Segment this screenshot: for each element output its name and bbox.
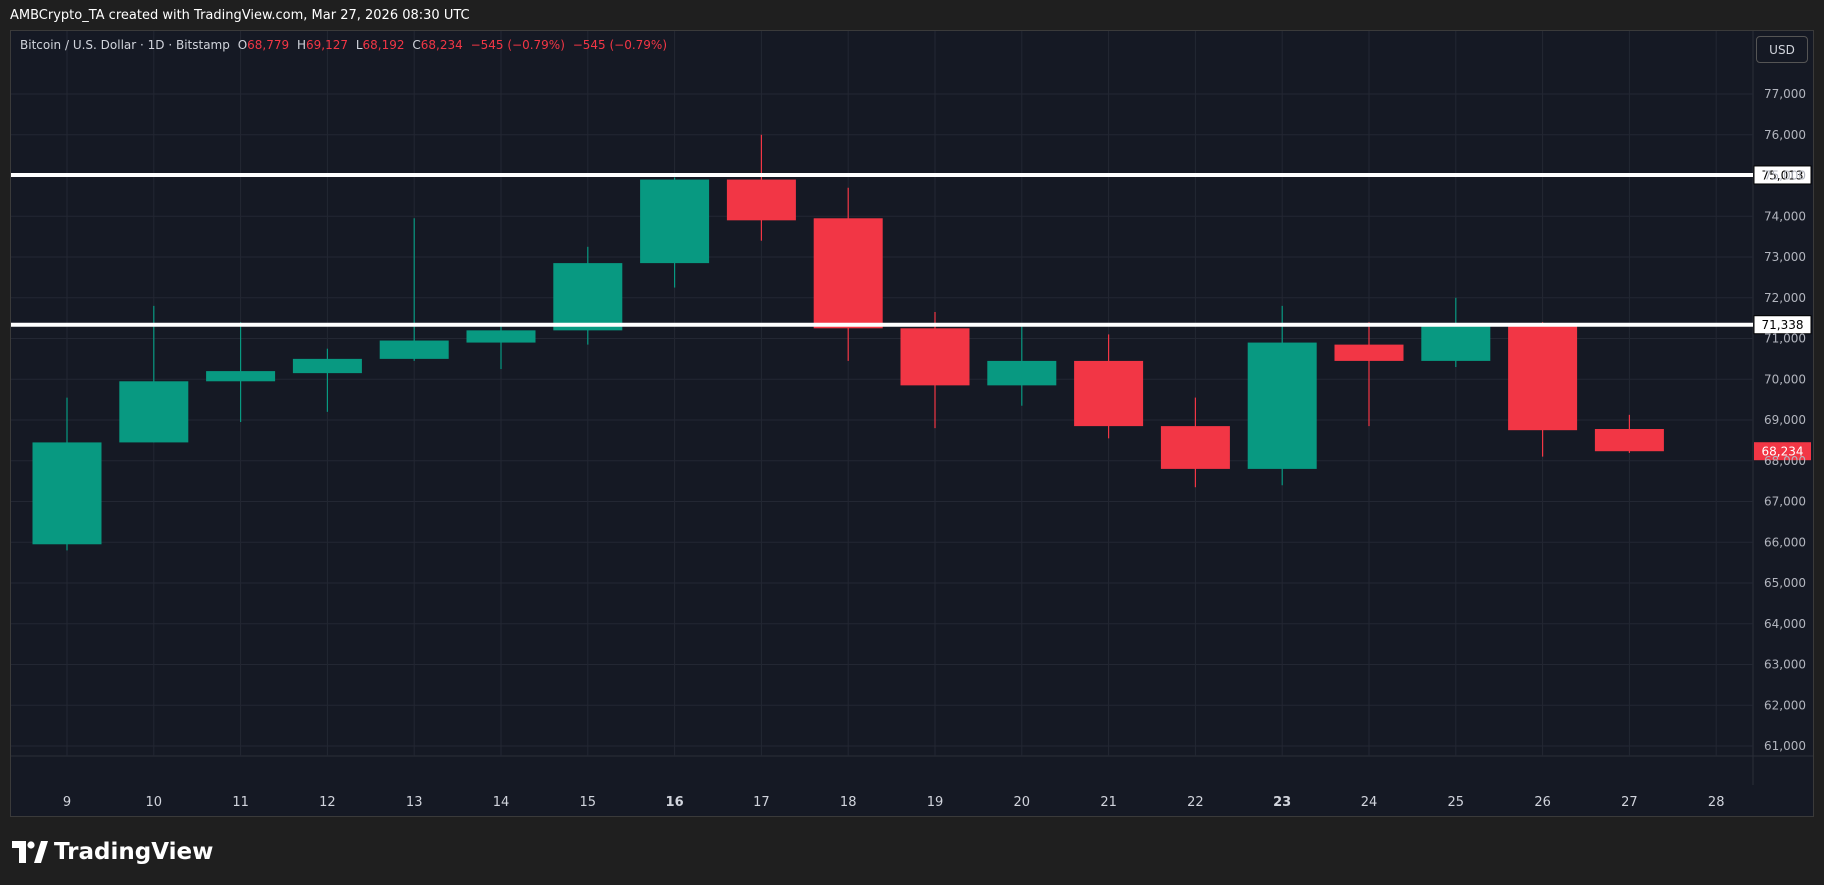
candle-body xyxy=(379,340,449,359)
candle-layer xyxy=(32,134,1664,551)
attribution-header: AMBCrypto_TA created with TradingView.co… xyxy=(10,8,470,23)
date-tick-label: 24 xyxy=(1361,795,1378,810)
low-value: 68,192 xyxy=(362,38,405,52)
date-tick-label: 11 xyxy=(232,795,249,810)
price-tick-label: 62,000 xyxy=(1764,698,1806,712)
date-tick-label: 25 xyxy=(1448,795,1465,810)
candle-body xyxy=(119,381,189,443)
date-tick-label: 28 xyxy=(1708,795,1725,810)
price-tick-label: 71,000 xyxy=(1764,332,1806,346)
change-value-secondary: −545 (−0.79%) xyxy=(572,38,668,52)
price-tick-label: 72,000 xyxy=(1764,291,1806,305)
last-price-tag xyxy=(1754,442,1811,461)
level-price-label: 75,013 xyxy=(1762,168,1804,182)
price-tick-label: 75,000 xyxy=(1764,169,1806,183)
candle-body xyxy=(553,263,623,331)
date-tick-label: 12 xyxy=(319,795,336,810)
candle-body xyxy=(1247,342,1317,469)
price-tick-label: 65,000 xyxy=(1764,576,1806,590)
price-tick-label: 73,000 xyxy=(1764,250,1806,264)
level-price-tag xyxy=(1753,315,1812,335)
candle-body xyxy=(900,328,970,386)
candle-body xyxy=(1334,344,1404,361)
date-tick-label: 27 xyxy=(1621,795,1638,810)
date-tick-label: 18 xyxy=(840,795,857,810)
close-value: 68,234 xyxy=(420,38,463,52)
candle-body xyxy=(466,330,536,343)
last-price-label: 68,234 xyxy=(1762,445,1804,459)
tradingview-logo-icon xyxy=(12,841,48,863)
high-label: H xyxy=(296,38,306,52)
high-value: 69,127 xyxy=(306,38,348,52)
symbol-label: Bitcoin / U.S. Dollar · 1D · Bitstamp xyxy=(20,38,230,52)
price-tick-label: 66,000 xyxy=(1764,535,1806,549)
price-tick-label: 63,000 xyxy=(1764,658,1806,672)
candle-body xyxy=(1421,326,1491,361)
candle-body xyxy=(813,218,883,329)
candle-body xyxy=(1074,360,1144,427)
date-tick-label: 26 xyxy=(1534,795,1551,810)
date-tick-label: 15 xyxy=(580,795,597,810)
level-price-tag xyxy=(1753,165,1812,185)
candle-body xyxy=(206,371,276,382)
date-tick-label: 16 xyxy=(666,795,684,810)
low-label: L xyxy=(355,38,363,52)
date-tick-label: 21 xyxy=(1100,795,1117,810)
open-label: O xyxy=(237,38,248,52)
currency-button[interactable]: USD xyxy=(1756,36,1808,63)
candle-body xyxy=(1160,426,1230,469)
date-tick-label: 19 xyxy=(927,795,944,810)
candle-body xyxy=(1594,429,1664,452)
price-tick-label: 69,000 xyxy=(1764,413,1806,427)
candle-body xyxy=(726,179,796,221)
candle-body xyxy=(32,442,102,545)
price-tick-label: 74,000 xyxy=(1764,209,1806,223)
date-tick-label: 20 xyxy=(1014,795,1031,810)
price-tick-label: 76,000 xyxy=(1764,128,1806,142)
date-tick-label: 13 xyxy=(406,795,423,810)
date-tick-label: 10 xyxy=(146,795,163,810)
date-tick-label: 9 xyxy=(63,795,71,810)
price-axis: 61,000 62,000 63,000 64,000 65,000 66,000 67,0… xyxy=(1764,87,1806,753)
date-tick-label: 17 xyxy=(753,795,770,810)
candle-body xyxy=(987,360,1057,386)
close-label: C xyxy=(412,38,421,52)
price-tick-label: 67,000 xyxy=(1764,495,1806,509)
date-tick-label: 22 xyxy=(1187,795,1204,810)
price-tick-label: 68,000 xyxy=(1764,454,1806,468)
level-layer: 75,013 71,338 68,234 xyxy=(11,165,1812,461)
candle-body xyxy=(292,358,362,374)
tradingview-logo[interactable]: TradingView xyxy=(12,838,213,866)
time-axis: 9 10 11 12 13 14 15 16 17 18 19 20 21 22 23 24 25 26 27 28 xyxy=(63,795,1725,810)
candle-body xyxy=(640,179,710,264)
price-tick-label: 61,000 xyxy=(1764,739,1806,753)
price-tick-label: 64,000 xyxy=(1764,617,1806,631)
date-tick-label: 14 xyxy=(493,795,510,810)
change-value: −545 (−0.79%) xyxy=(470,38,565,52)
tradingview-brand: TradingView xyxy=(54,839,214,865)
open-value: 68,779 xyxy=(247,38,290,52)
level-price-label: 71,338 xyxy=(1762,318,1804,332)
ohlc-legend: Bitcoin / U.S. Dollar · 1D · Bitstamp O6… xyxy=(20,38,667,52)
date-tick-label: 23 xyxy=(1273,795,1291,810)
price-tick-label: 70,000 xyxy=(1764,372,1806,386)
candle-body xyxy=(1508,326,1578,431)
price-tick-label: 77,000 xyxy=(1764,87,1806,101)
